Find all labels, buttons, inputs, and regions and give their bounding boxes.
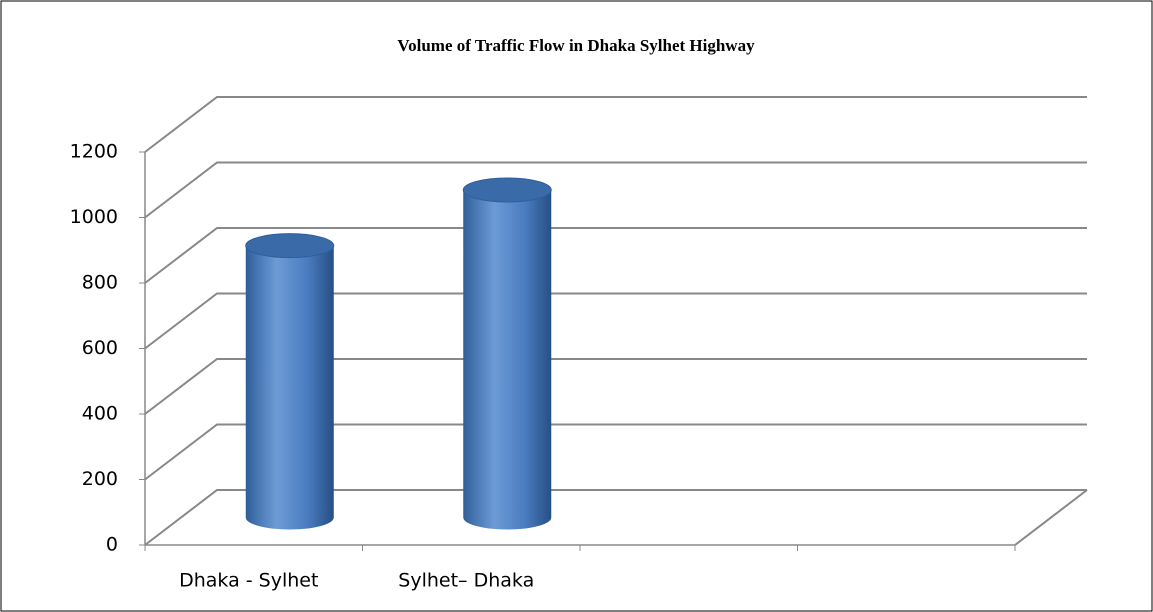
- grid-line: [144, 358, 1087, 415]
- bar-top: [245, 233, 335, 259]
- grid-line: [144, 423, 1087, 481]
- y-tick-label: 1200: [70, 141, 118, 163]
- bar: [462, 177, 552, 530]
- grid-line: [144, 489, 1087, 546]
- grid-line: [144, 227, 1087, 284]
- y-tick-label: 600: [82, 337, 118, 359]
- floor-edge: [1014, 489, 1088, 546]
- y-tick-label: 400: [82, 403, 118, 425]
- bar-body: [245, 245, 334, 530]
- bar-top: [462, 177, 552, 203]
- y-tick-label: 200: [82, 468, 118, 490]
- bar: [245, 233, 335, 530]
- y-tick-label: 800: [82, 272, 118, 294]
- grid-line: [144, 292, 1087, 350]
- x-tick-label: Dhaka - Sylhet: [179, 570, 318, 592]
- grid-line: [144, 96, 1087, 153]
- y-tick-label: 1000: [70, 206, 118, 228]
- x-tick-label: Sylhet– Dhaka: [398, 570, 534, 592]
- grid-line: [144, 161, 1087, 219]
- y-tick-label: 0: [106, 534, 118, 556]
- chart-title: Volume of Traffic Flow in Dhaka Sylhet H…: [397, 36, 755, 55]
- bar-body: [463, 190, 552, 530]
